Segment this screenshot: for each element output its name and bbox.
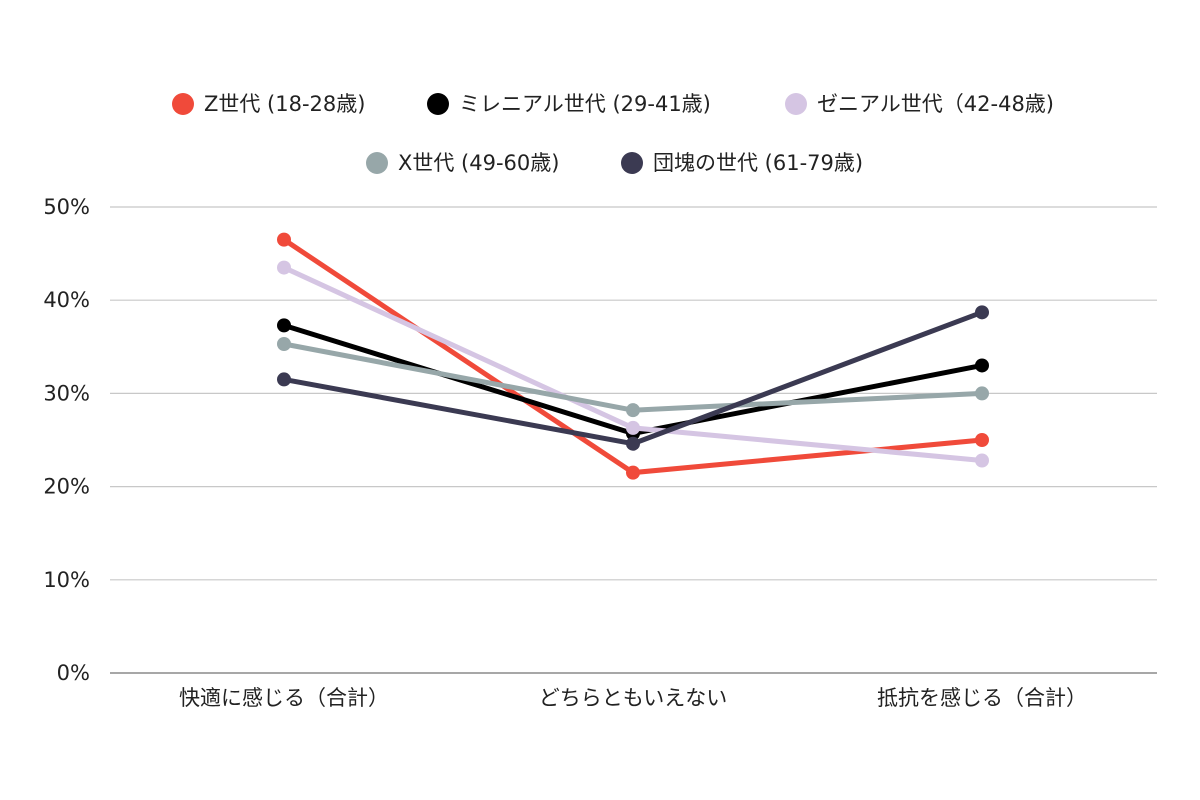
x-axis-labels: 快適に感じる（合計） どちらともいえない 抵抗を感じる（合計） xyxy=(179,686,1087,710)
x-category-label: 快適に感じる（合計） xyxy=(179,686,389,710)
series-group xyxy=(277,260,989,468)
data-point xyxy=(975,433,989,447)
y-tick-label: 30% xyxy=(43,381,90,405)
x-category-label: 抵抗を感じる（合計） xyxy=(877,686,1087,710)
y-tick-label: 0% xyxy=(57,661,90,685)
y-tick-label: 10% xyxy=(43,568,90,592)
legend-marker xyxy=(366,152,388,174)
legend-marker xyxy=(785,93,807,115)
legend-item: Z世代 (18-28歳) xyxy=(172,92,365,116)
legend: Z世代 (18-28歳) ミレニアル世代 (29-41歳) ゼニアル世代（42-48… xyxy=(172,92,1054,175)
legend-label: ミレニアル世代 (29-41歳) xyxy=(459,92,711,116)
x-category-label: どちらともいえない xyxy=(539,686,728,710)
legend-item: ゼニアル世代（42-48歳) xyxy=(785,92,1054,116)
data-point xyxy=(277,318,291,333)
data-point xyxy=(975,386,989,401)
gridlines xyxy=(110,206,1157,674)
legend-label: Z世代 (18-28歳) xyxy=(204,92,365,116)
series-line xyxy=(281,322,985,436)
y-tick-label: 40% xyxy=(43,288,90,312)
data-point xyxy=(975,453,989,468)
series-lines xyxy=(277,232,989,480)
legend-marker xyxy=(621,152,643,174)
legend-item: 団塊の世代 (61-79歳) xyxy=(621,151,863,175)
data-point xyxy=(626,465,640,480)
data-point xyxy=(277,260,291,275)
data-point xyxy=(626,420,640,435)
y-tick-label: 50% xyxy=(43,195,90,219)
data-point xyxy=(277,232,291,247)
data-point xyxy=(975,305,989,320)
legend-marker xyxy=(172,93,194,115)
series-group xyxy=(277,305,989,451)
legend-marker xyxy=(427,93,449,115)
y-tick-label: 20% xyxy=(43,475,90,499)
data-point xyxy=(277,337,291,352)
legend-item: ミレニアル世代 (29-41歳) xyxy=(427,92,711,116)
legend-label: ゼニアル世代（42-48歳) xyxy=(817,92,1054,116)
series-group xyxy=(277,337,989,418)
legend-item: X世代 (49-60歳) xyxy=(366,151,559,175)
data-point xyxy=(626,403,640,418)
legend-label: 団塊の世代 (61-79歳) xyxy=(653,151,863,175)
y-axis-ticks: 0% 10% 20% 30% 40% 50% xyxy=(43,195,90,685)
legend-label: X世代 (49-60歳) xyxy=(398,151,559,175)
data-point xyxy=(975,358,989,373)
data-point xyxy=(277,372,291,387)
data-point xyxy=(626,436,640,451)
